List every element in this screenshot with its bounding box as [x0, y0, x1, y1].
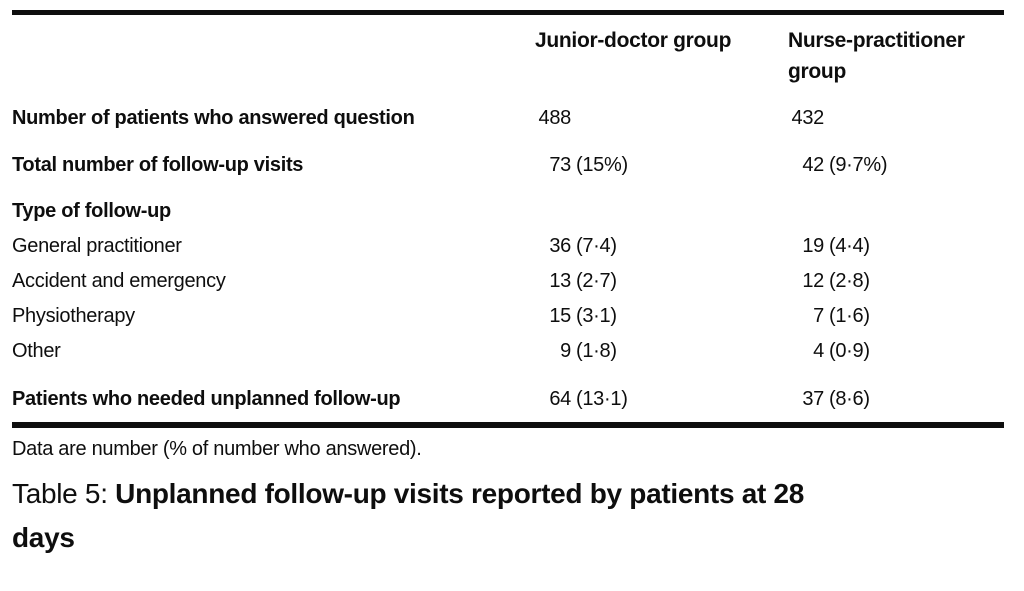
table-caption: Table 5: Unplanned follow-up visits repo… — [12, 472, 1004, 560]
value-number: 64 — [549, 388, 571, 410]
value-number: 13 — [549, 270, 571, 292]
value-percent: (15%) — [576, 154, 628, 176]
value-percent: (9·7%) — [829, 154, 888, 176]
table-header-row: Junior-doctor group Nurse-practitioner g… — [12, 15, 1004, 95]
nurse-practitioner-value: 42 (9·7%) — [788, 154, 1004, 177]
junior-doctor-value: 9 (1·8) — [535, 340, 788, 363]
follow-up-type-section: Type of follow-up General practitioner 3… — [12, 190, 1004, 377]
value-percent: (3·1) — [576, 305, 617, 327]
value-number: 4 — [813, 340, 824, 362]
value-number: 37 — [802, 388, 824, 410]
junior-doctor-value: 15 (3·1) — [535, 305, 788, 328]
value-percent: (1·8) — [576, 340, 617, 362]
row-label: General practitioner — [12, 235, 182, 257]
header-nurse-practitioner-group: Nurse-practitioner group — [788, 29, 965, 83]
table-row-total-visits: Total number of follow-up visits 73 (15%)… — [12, 141, 1004, 190]
table-row-unplanned-follow-up: Patients who needed unplanned follow-up … — [12, 377, 1004, 422]
junior-doctor-value: 488 — [535, 107, 788, 130]
nurse-practitioner-value: 7 (1·6) — [788, 305, 1004, 328]
table-row-accident-emergency: Accident and emergency 13 (2·7) 12 (2·8) — [12, 264, 1004, 299]
value-number: 432 — [791, 106, 825, 129]
nurse-practitioner-value — [788, 200, 1004, 223]
caption-number: Table 5: — [12, 478, 108, 509]
row-label: Physiotherapy — [12, 305, 135, 327]
nurse-practitioner-value: 19 (4·4) — [788, 235, 1004, 258]
value-percent: (0·9) — [829, 340, 870, 362]
value-number: 36 — [549, 235, 571, 257]
nurse-practitioner-value: 12 (2·8) — [788, 270, 1004, 293]
header-junior-doctor-group: Junior-doctor group — [535, 29, 732, 52]
nurse-practitioner-value: 37 (8·6) — [788, 388, 1004, 411]
row-label: Patients who needed unplanned follow-up — [12, 388, 401, 410]
row-label: Total number of follow-up visits — [12, 154, 304, 176]
value-number: 488 — [538, 106, 572, 129]
table-top-rule — [12, 10, 1004, 15]
row-label: Type of follow-up — [12, 200, 171, 222]
value-number: 42 — [802, 154, 824, 176]
caption-title-line2: days — [12, 522, 75, 553]
junior-doctor-value: 64 (13·1) — [535, 388, 788, 411]
row-label: Other — [12, 340, 61, 362]
table-row-general-practitioner: General practitioner 36 (7·4) 19 (4·4) — [12, 229, 1004, 264]
row-label: Accident and emergency — [12, 270, 226, 292]
value-number: 73 — [549, 154, 571, 176]
junior-doctor-value — [535, 200, 788, 223]
table-footnote: Data are number (% of number who answere… — [12, 438, 422, 460]
value-percent: (8·6) — [829, 388, 870, 410]
junior-doctor-value: 13 (2·7) — [535, 270, 788, 293]
value-number: 15 — [549, 305, 571, 327]
junior-doctor-value: 36 (7·4) — [535, 235, 788, 258]
table-row-physiotherapy: Physiotherapy 15 (3·1) 7 (1·6) — [12, 299, 1004, 334]
junior-doctor-value: 73 (15%) — [535, 154, 788, 177]
value-percent: (2·7) — [576, 270, 617, 292]
paper-table-figure: Junior-doctor group Nurse-practitioner g… — [12, 10, 1004, 560]
table-row-type-header: Type of follow-up — [12, 194, 1004, 229]
nurse-practitioner-value: 432 — [788, 107, 1004, 130]
table-row-answered: Number of patients who answered question… — [12, 95, 1004, 141]
value-percent: (2·8) — [829, 270, 870, 292]
nurse-practitioner-value: 4 (0·9) — [788, 340, 1004, 363]
value-percent: (7·4) — [576, 235, 617, 257]
header-label-spacer — [12, 25, 535, 95]
value-number: 9 — [560, 340, 571, 362]
value-percent: (4·4) — [829, 235, 870, 257]
value-number: 12 — [802, 270, 824, 292]
value-number: 19 — [802, 235, 824, 257]
table: Junior-doctor group Nurse-practitioner g… — [12, 10, 1004, 428]
value-percent: (1·6) — [829, 305, 870, 327]
table-row-other: Other 9 (1·8) 4 (0·9) — [12, 334, 1004, 369]
row-label: Number of patients who answered question — [12, 106, 415, 129]
caption-title-line1: Unplanned follow-up visits reported by p… — [115, 478, 805, 509]
table-bottom-rule — [12, 422, 1004, 428]
value-percent: (13·1) — [576, 388, 628, 410]
value-number: 7 — [813, 305, 824, 327]
